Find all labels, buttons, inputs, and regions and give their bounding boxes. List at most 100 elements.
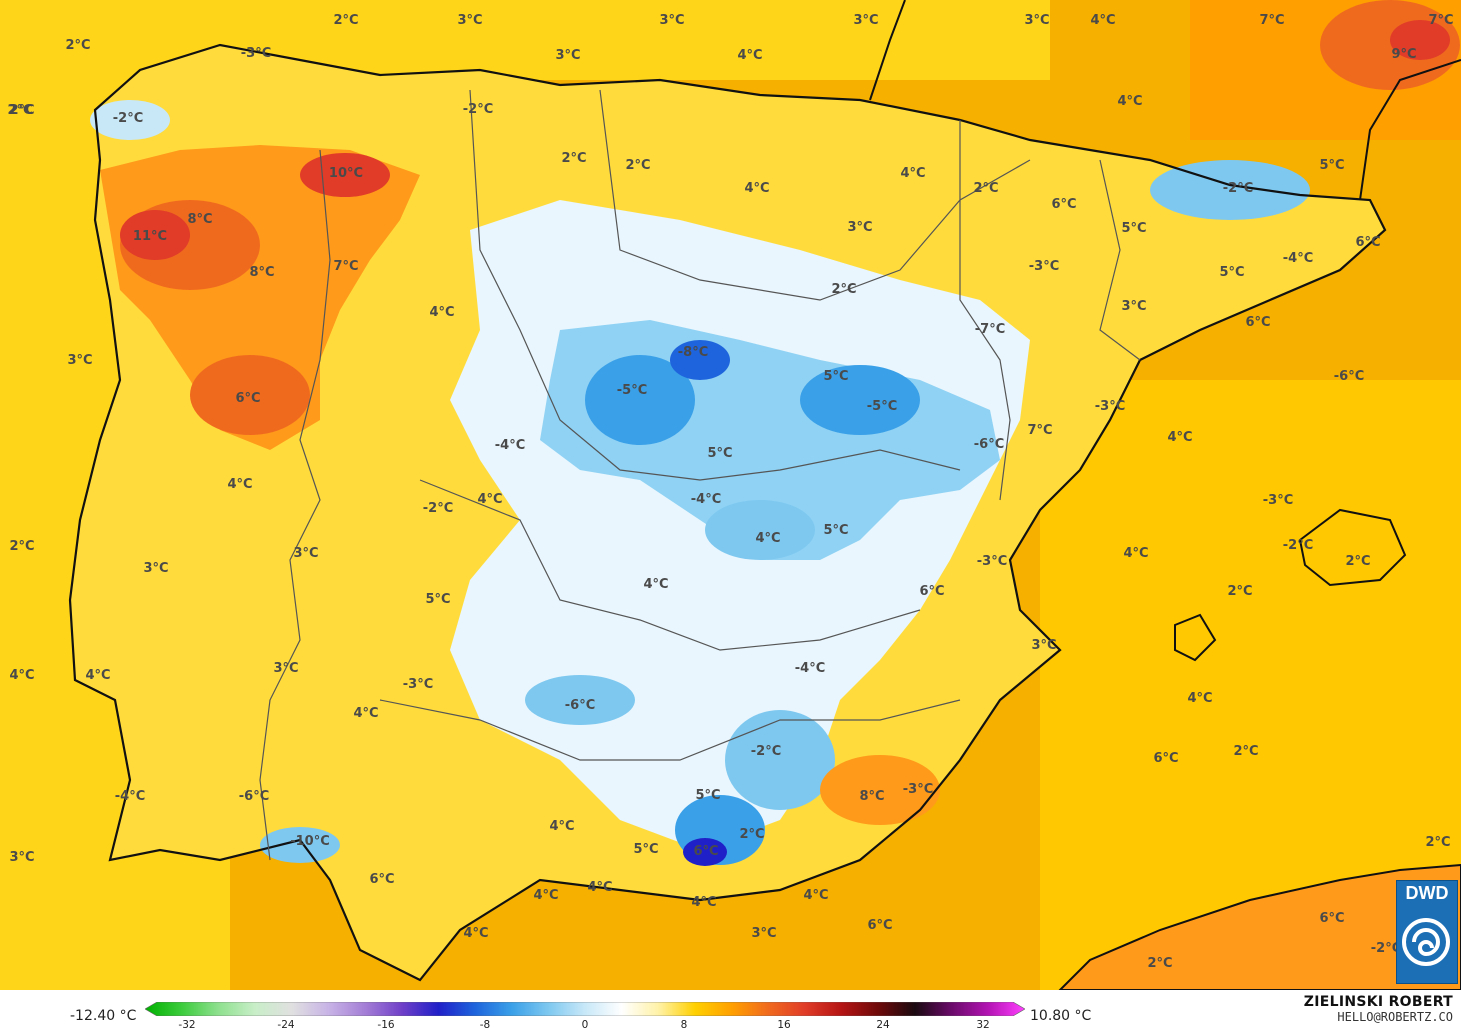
colorbar bbox=[145, 1002, 1025, 1016]
temp-label: -6°C bbox=[1334, 369, 1364, 384]
temp-label: 4°C bbox=[353, 706, 378, 721]
temp-label: 2°C bbox=[739, 827, 764, 842]
temp-label: 6°C bbox=[369, 872, 394, 887]
colorbar-tick: -8 bbox=[479, 1019, 491, 1031]
temp-label: 3°C bbox=[273, 661, 298, 676]
temp-label: -3°C bbox=[1263, 493, 1293, 508]
temp-label: 4°C bbox=[1187, 691, 1212, 706]
temp-label: 5°C bbox=[1121, 221, 1146, 236]
temp-label: 2°C bbox=[65, 38, 90, 53]
coastline bbox=[68, 43, 1387, 982]
temp-label: 3°C bbox=[1121, 299, 1146, 314]
temp-label: -10°C bbox=[290, 834, 330, 849]
temp-label: -3°C bbox=[403, 677, 433, 692]
temp-label: 5°C bbox=[425, 592, 450, 607]
temp-label: 3°C bbox=[847, 220, 872, 235]
temp-label: 3°C bbox=[751, 926, 776, 941]
temp-label: 5°C bbox=[1219, 265, 1244, 280]
temp-label: 2°C bbox=[561, 151, 586, 166]
sw-coast-cold bbox=[260, 827, 340, 863]
temp-label: 5°C bbox=[1319, 158, 1344, 173]
temp-label: -3°C bbox=[241, 46, 271, 61]
temp-label: 3°C bbox=[9, 850, 34, 865]
temp-label: 2°C bbox=[1233, 744, 1258, 759]
temp-label: 6°C bbox=[1153, 751, 1178, 766]
temp-label: 4°C bbox=[1117, 94, 1142, 109]
south-cold-zone bbox=[725, 710, 835, 810]
temp-label: 2°C bbox=[1345, 554, 1370, 569]
temp-label: 7°C bbox=[1027, 423, 1052, 438]
temp-label: 4°C bbox=[900, 166, 925, 181]
temp-label: 5°C bbox=[695, 788, 720, 803]
temp-label: 5°C bbox=[823, 523, 848, 538]
colorbar-tick: -32 bbox=[178, 1019, 196, 1031]
colorbar-tick: 32 bbox=[976, 1019, 990, 1031]
temp-label: 2°C bbox=[625, 158, 650, 173]
cold-core-2 bbox=[670, 340, 730, 380]
temp-label: -2°C bbox=[1371, 941, 1401, 956]
south-cold-min bbox=[683, 838, 727, 866]
temp-label: 2°C bbox=[9, 539, 34, 554]
temp-label: 2°C bbox=[1147, 956, 1172, 971]
temp-label: 4°C bbox=[85, 668, 110, 683]
temp-label: 3°C bbox=[143, 561, 168, 576]
author-email[interactable]: HELLO@ROBERTZ.CO bbox=[1337, 1010, 1453, 1024]
temp-label: 4°C bbox=[9, 668, 34, 683]
temp-label: 4°C bbox=[533, 888, 558, 903]
temp-label: 2°C bbox=[1227, 584, 1252, 599]
author-name: ZIELINSKI ROBERT bbox=[1303, 994, 1453, 1010]
temp-label: 2°C bbox=[973, 181, 998, 196]
temp-label: 11°C bbox=[133, 229, 167, 244]
temp-label: 5°C bbox=[823, 369, 848, 384]
temp-label: 7°C bbox=[333, 259, 358, 274]
temp-label: -3°C bbox=[903, 782, 933, 797]
temp-label: 5°C bbox=[633, 842, 658, 857]
temp-label: 8°C bbox=[187, 212, 212, 227]
temp-label: 2°C bbox=[7, 103, 32, 118]
southeast-warm bbox=[820, 755, 940, 825]
temp-label: -5°C bbox=[617, 383, 647, 398]
temp-label: 4°C bbox=[477, 492, 502, 507]
mallorca bbox=[1298, 508, 1407, 587]
temp-label: -4°C bbox=[691, 492, 721, 507]
temp-label: 4°C bbox=[737, 48, 762, 63]
colorbar-ticks: -32 -24 -16 -8 0 8 16 24 32 bbox=[0, 1019, 1461, 1035]
colorbar-tick: 8 bbox=[680, 1019, 688, 1031]
france-gulf-coast bbox=[1359, 59, 1461, 201]
temp-label: 4°C bbox=[744, 181, 769, 196]
temp-label: 4°C bbox=[227, 477, 252, 492]
colorbar-tick: 24 bbox=[876, 1019, 890, 1031]
temp-label: -4°C bbox=[795, 661, 825, 676]
temperature-labels: 2°C 2°C 3°C 3°C 3°C 3°C 4°C 7°C 7°C 9°C … bbox=[7, 13, 1453, 971]
portugal-north-warm bbox=[190, 355, 310, 435]
warm-spot-ne-core bbox=[1390, 20, 1450, 60]
temp-label: 4°C bbox=[1090, 13, 1115, 28]
temp-label: -4°C bbox=[115, 789, 145, 804]
temp-label: -2°C bbox=[1283, 538, 1313, 553]
temp-label: 4°C bbox=[429, 305, 454, 320]
ibiza bbox=[1174, 613, 1217, 662]
temp-label: 6°C bbox=[1319, 911, 1344, 926]
temp-label: -4°C bbox=[495, 438, 525, 453]
temp-label: 3°C bbox=[1031, 638, 1056, 653]
temp-label: 6°C bbox=[235, 391, 260, 406]
temp-label: 3°C bbox=[555, 48, 580, 63]
temp-label: 6°C bbox=[693, 844, 718, 859]
galicia-hot-core bbox=[120, 210, 190, 260]
temp-label: 2°C bbox=[333, 13, 358, 28]
temp-label: -5°C bbox=[867, 399, 897, 414]
temp-label: -3°C bbox=[1095, 399, 1125, 414]
temp-label: 3°C bbox=[1024, 13, 1049, 28]
temp-label: -2°C bbox=[423, 501, 453, 516]
temp-label: 3°C bbox=[293, 546, 318, 561]
north-africa bbox=[1058, 863, 1461, 990]
dwd-swirl-icon bbox=[1402, 918, 1450, 966]
temp-label: -4°C bbox=[1283, 251, 1313, 266]
temp-label: 7°C bbox=[1428, 13, 1453, 28]
temp-label: 4°C bbox=[549, 819, 574, 834]
temp-label: -2°C bbox=[463, 102, 493, 117]
temp-label: 7°C bbox=[1259, 13, 1284, 28]
biscay-field bbox=[230, 0, 1050, 80]
temp-label: 2°C bbox=[1425, 835, 1450, 850]
asturias-hot bbox=[300, 153, 390, 197]
